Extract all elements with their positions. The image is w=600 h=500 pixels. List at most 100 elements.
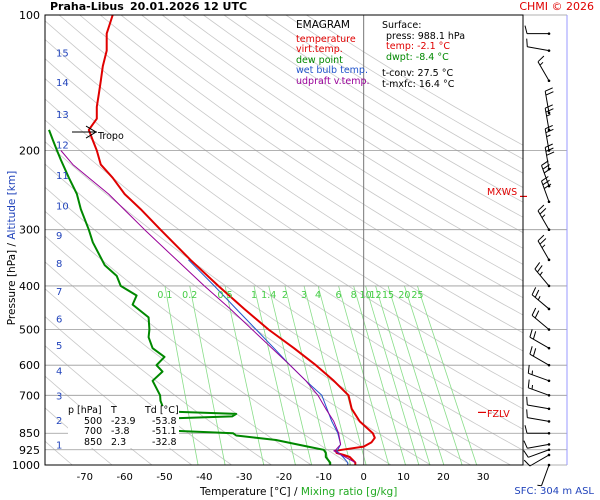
mixing-ratio-label: 0.5: [218, 290, 233, 301]
wind-barb: [531, 287, 550, 310]
mixing-ratio-line: [164, 285, 199, 466]
wind-barb: [544, 143, 555, 170]
wind-barb: [526, 38, 550, 52]
altitude-tick-label: 6: [56, 314, 62, 325]
wind-barb-base: [547, 149, 551, 152]
wind-barb: [529, 329, 550, 349]
surface-height-label: SFC: 304 m ASL: [514, 486, 594, 497]
wind-barb: [524, 25, 550, 35]
mixing-ratio-line: [284, 285, 330, 466]
levels-table: p [hPa] T Td [°C] 500 -23.9 -53.8 700 -3.8-…: [68, 405, 179, 448]
grid-layer: [44, 14, 567, 466]
mixing-ratio-label: 1: [251, 290, 257, 301]
dry-adiabat: [141, 14, 524, 265]
legend-dew-point: dew point: [296, 54, 343, 66]
mixing-ratio-line: [268, 285, 313, 466]
wind-barb: [544, 87, 554, 113]
wind-barb-base: [547, 167, 551, 171]
x-tick-label: -20: [276, 472, 292, 483]
surface-dewpoint: dwpt: -8.4 °C: [386, 51, 449, 63]
mixing-ratio-line: [189, 285, 226, 466]
surface-info: Surface: press: 988.1 hPa temp: -2.1 °C …: [382, 20, 466, 90]
mixing-ratio-line: [317, 285, 367, 466]
mixing-ratio-label: 4: [315, 290, 321, 301]
pressure-tick-label: 500: [19, 324, 40, 337]
series-temperature: [87, 14, 376, 465]
legend: EMAGRAM temperature virt.temp. dew point…: [296, 20, 370, 87]
pressure-tick-label: 100: [19, 9, 40, 22]
legend-virtual-temperature: virt.temp.: [296, 44, 343, 55]
wind-barb: [529, 346, 550, 366]
wind-barb: [526, 396, 550, 410]
x-tick-label: 30: [477, 472, 490, 483]
wind-barb-base: [547, 228, 551, 232]
surface-pressure: press: 988.1 hPa: [386, 30, 466, 42]
series-dew-point: [48, 129, 332, 465]
wind-barb: [523, 440, 550, 449]
table-row: 500 -23.9 -53.8: [84, 415, 177, 427]
wind-barb: [527, 365, 550, 382]
wind-barb-base: [547, 448, 551, 452]
wind-barb-base: [547, 284, 551, 288]
mixing-ratio-label: 12: [370, 290, 382, 301]
wind-barb: [523, 449, 550, 458]
wind-barb-base: [547, 453, 551, 457]
tropopause-label: Tropo: [98, 131, 124, 142]
dry-adiabat: [306, 14, 524, 146]
wind-barb: [537, 55, 550, 82]
wind-barb: [534, 262, 550, 287]
mixing-ratio-line: [387, 285, 445, 466]
table-header: p [hPa] T Td [°C]: [68, 405, 179, 416]
dry-adiabat: [161, 14, 524, 249]
x-tick-label: 20: [437, 472, 450, 483]
wind-barb-base: [547, 346, 551, 350]
dry-adiabat: [44, 187, 432, 466]
altitude-tick-label: 4: [56, 367, 62, 378]
dry-adiabat: [58, 14, 524, 334]
dry-adiabat: [285, 14, 524, 160]
x-tick-label: -40: [196, 472, 212, 483]
dry-adiabat: [44, 288, 272, 466]
surface-tmxfc: t-mxfc: 16.4 °C: [382, 78, 455, 90]
altitude-tick-label: 1: [56, 440, 62, 451]
surface-temp: temp: -2.1 °C: [386, 41, 451, 52]
altitude-tick-label: 15: [56, 48, 69, 59]
mixing-ratio-line: [404, 285, 463, 466]
legend-wet-bulb: wet bulb temp.: [296, 65, 368, 76]
dry-adiabat: [44, 39, 524, 371]
mixing-ratio-line: [224, 285, 265, 466]
mixing-ratio-line: [365, 285, 420, 466]
wind-barb-base: [547, 420, 551, 423]
wind-barb-base: [547, 393, 551, 397]
mixing-ratio-label: 15: [382, 290, 394, 301]
wind-barb: [537, 464, 550, 487]
credit-link[interactable]: CHMI © 2026: [519, 0, 594, 13]
wind-barb: [523, 454, 550, 467]
wind-barb-base: [547, 463, 551, 467]
wind-barb-base: [547, 328, 551, 331]
altitude-tick-label: 10: [56, 201, 69, 212]
wind-barb: [541, 160, 552, 187]
wind-barb: [527, 379, 550, 396]
dry-adiabat: [100, 14, 524, 299]
dry-adiabat: [203, 14, 524, 218]
x-tick-label: -70: [77, 472, 93, 483]
dry-adiabat: [182, 14, 524, 233]
station-name: Praha-Libus: [50, 0, 124, 13]
wind-barb-base: [547, 443, 551, 446]
mixing-ratio-line: [375, 285, 431, 466]
altitude-tick-label: 9: [56, 231, 62, 242]
dry-adiabat: [44, 141, 511, 466]
mixing-ratio-label: 2: [282, 290, 288, 301]
mixing-ratio-line: [353, 285, 406, 466]
mixing-ratio-label: 6: [336, 290, 342, 301]
wind-barb-base: [547, 258, 551, 262]
pressure-tick-label: 1000: [12, 459, 40, 472]
x-tick-label: -50: [156, 472, 172, 483]
x-tick-label: -10: [316, 472, 332, 483]
altitude-tick-label: 14: [56, 78, 69, 89]
mixing-ratio-label: 20: [398, 290, 410, 301]
wind-barb-base: [547, 111, 551, 115]
pressure-tick-label: 700: [19, 389, 40, 402]
mixing-ratio-label: 1.4: [261, 290, 276, 301]
